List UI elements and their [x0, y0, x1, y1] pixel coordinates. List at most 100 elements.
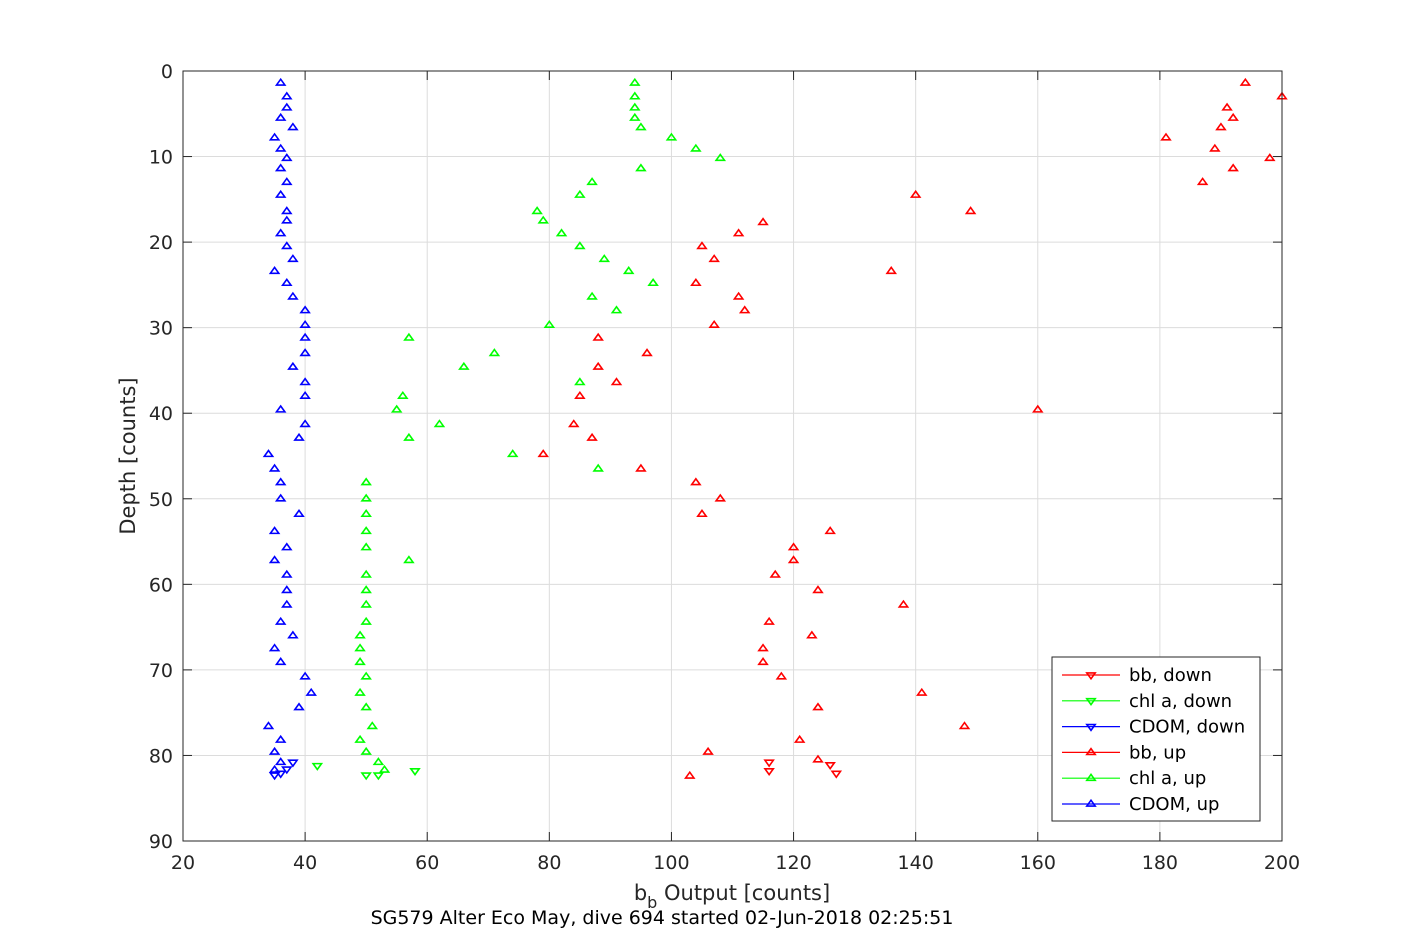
x-tick-label: 20: [171, 852, 195, 874]
data-point: [354, 657, 366, 666]
series-1-markers: [311, 762, 421, 781]
data-point: [293, 702, 305, 711]
data-point: [586, 291, 598, 300]
data-point: [1209, 143, 1221, 152]
data-point: [281, 766, 293, 775]
x-tick-label: 180: [1142, 852, 1178, 874]
legend-marker: [1085, 747, 1097, 756]
data-point: [592, 332, 604, 341]
data-point: [281, 241, 293, 250]
data-point: [763, 616, 775, 625]
data-point: [274, 404, 287, 413]
x-tick-label: 120: [775, 852, 811, 874]
data-point: [397, 390, 409, 399]
data-point: [354, 734, 366, 743]
data-point: [757, 217, 769, 226]
y-tick-label: 20: [149, 232, 173, 254]
data-point: [537, 215, 549, 224]
data-point: [433, 419, 446, 428]
data-point: [390, 404, 403, 413]
data-point: [635, 163, 647, 172]
data-point: [574, 377, 586, 386]
data-point: [574, 189, 586, 198]
y-tick-label: 40: [149, 403, 173, 425]
data-point: [690, 477, 702, 486]
x-tick-label: 160: [1020, 852, 1056, 874]
data-point: [354, 687, 366, 696]
data-point: [812, 754, 824, 763]
x-axis-label: bb Output [counts]: [634, 881, 830, 912]
data-point: [1239, 77, 1252, 86]
legend-label: bb, up: [1129, 742, 1186, 763]
data-point: [610, 305, 623, 314]
data-point: [403, 432, 415, 441]
data-point: [274, 616, 287, 625]
data-point: [281, 153, 293, 162]
data-point: [696, 509, 708, 518]
data-point: [586, 432, 598, 441]
data-point: [262, 721, 275, 730]
data-point: [458, 361, 470, 370]
data-point: [299, 671, 311, 680]
x-tick-label: 100: [653, 852, 689, 874]
data-point: [274, 228, 287, 237]
data-point: [812, 585, 824, 594]
data-point: [360, 542, 372, 551]
data-point: [287, 759, 299, 768]
data-point: [299, 419, 311, 428]
data-point: [690, 143, 702, 152]
legend-marker: [1085, 723, 1097, 732]
x-axis-ticks: 20 40 60 80 100 120 140 160 180 200: [171, 71, 1300, 874]
data-point: [262, 449, 275, 458]
data-point: [274, 163, 287, 172]
data-point: [274, 734, 287, 743]
data-point: [268, 555, 281, 564]
y-axis-label: Depth [counts]: [116, 377, 140, 534]
data-point: [366, 721, 379, 730]
data-point: [684, 770, 696, 779]
data-point: [274, 657, 287, 666]
y-tick-label: 70: [149, 660, 173, 682]
data-point: [287, 122, 299, 131]
data-point: [274, 77, 287, 86]
data-point: [281, 91, 293, 100]
data-point: [787, 542, 800, 551]
data-point: [543, 319, 556, 328]
data-point: [635, 122, 647, 131]
data-point: [299, 390, 311, 399]
grid: [182, 70, 1283, 842]
data-point: [378, 764, 391, 773]
data-point: [610, 377, 623, 386]
x-axis-label-subscript: b: [647, 893, 657, 912]
data-point: [360, 509, 372, 518]
data-point: [281, 585, 293, 594]
data-point: [293, 509, 305, 518]
data-point: [690, 278, 702, 287]
data-point: [281, 278, 293, 287]
series-0-markers: [763, 759, 843, 779]
data-point: [909, 189, 922, 198]
data-point: [787, 555, 800, 564]
y-tick-label: 50: [149, 489, 173, 511]
data-point: [372, 757, 385, 766]
data-point: [268, 764, 281, 773]
data-point: [287, 291, 299, 300]
y-tick-label: 0: [161, 61, 173, 83]
data-point: [354, 643, 366, 652]
y-tick-label: 30: [149, 318, 173, 340]
data-point: [281, 177, 293, 186]
data-point: [897, 599, 910, 608]
data-point: [1227, 163, 1239, 172]
legend-label: CDOM, up: [1129, 794, 1219, 815]
data-point: [555, 228, 568, 237]
series-2-markers: [268, 759, 299, 781]
legend-box: [1051, 656, 1261, 822]
data-point: [824, 526, 836, 535]
data-point: [714, 493, 727, 502]
x-tick-label: 200: [1264, 852, 1300, 874]
data-point: [812, 702, 824, 711]
data-point: [574, 241, 586, 250]
data-point: [360, 671, 372, 680]
legend-marker: [1085, 672, 1097, 681]
